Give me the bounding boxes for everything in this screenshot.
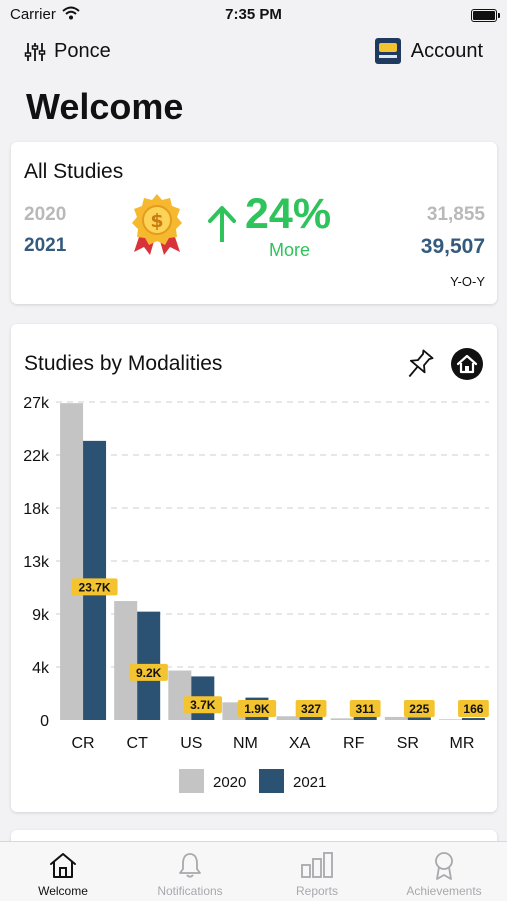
wifi-icon [62,6,80,20]
y-tick-label: 18k [23,501,50,518]
x-tick-label: SR [397,735,419,752]
chart-title: Studies by Modalities [24,352,223,375]
tab-notifications[interactable]: Notifications [127,842,253,901]
tab-bar: Welcome Notifications Reports Achievemen… [0,841,507,901]
location-label: Ponce [54,40,111,62]
x-tick-label: CT [127,735,149,752]
data-label-bg [183,696,223,714]
medal-icon: $ [132,194,182,255]
tab-achievements-label: Achievements [406,884,482,898]
y-tick-label: 0 [40,713,49,730]
status-time: 7:35 PM [225,6,282,23]
bar-2020-rf [330,718,354,720]
bell-icon [179,853,201,878]
summary-title: All Studies [24,160,124,183]
home-button[interactable] [451,348,483,380]
tab-achievements[interactable]: Achievements [381,842,507,901]
change-percent: 24% [245,190,332,238]
carrier-label: Carrier [10,6,56,23]
data-label: 9.2K [136,666,162,680]
x-tick-label: US [180,735,202,752]
bar-2020-cr [60,403,84,720]
y-tick-label: 13k [23,554,50,571]
account-label: Account [410,39,483,62]
x-tick-label: NM [233,735,258,752]
data-label-bg [129,663,168,681]
data-label-bg [349,700,381,717]
all-studies-card: All Studies 2020 2021 $ 24% More 31,855 … [11,142,497,304]
data-label-bg [458,700,489,717]
data-label: 3.7K [190,698,216,712]
up-arrow-icon [208,206,236,242]
home-icon [456,354,478,374]
bar-2020-sr [384,716,408,720]
bar-chart-icon [301,852,333,878]
data-label: 1.9K [244,702,270,716]
current-year-value: 39,507 [420,235,485,258]
status-bar: Carrier 7:35 PM [0,0,507,28]
data-label-bg [71,578,118,596]
legend-label-2020: 2020 [213,774,246,791]
modalities-bar-chart: 0 4k 9k 13k 18k 22k 27k 23.7K CR 9.2K CT 3.7K US 1.9K… [23,395,489,793]
home-outline-icon [50,853,76,878]
data-label: 225 [409,702,429,716]
tab-welcome-label: Welcome [38,884,88,898]
tab-reports[interactable]: Reports [254,842,380,901]
legend-label-2021: 2021 [293,774,326,791]
data-label: 311 [356,702,376,716]
battery-icon [471,9,500,22]
tab-reports-label: Reports [295,884,339,898]
bar-2021-mr [461,718,485,720]
change-indicator: 24% More [207,190,347,270]
change-word: More [269,240,311,260]
data-label-bg [295,700,327,717]
data-label-bg [403,700,435,717]
y-tick-label: 4k [32,660,50,677]
x-tick-label: RF [343,735,365,752]
page-title: Welcome [26,86,184,127]
pin-button[interactable] [401,348,437,382]
data-label: 166 [463,702,483,716]
current-year-label: 2021 [24,235,67,256]
x-tick-label: CR [72,735,95,752]
tab-notifications-label: Notifications [157,884,223,898]
previous-year-value: 31,855 [426,204,485,225]
award-icon [435,852,453,880]
legend-swatch-2020 [179,769,204,793]
y-tick-label: 22k [23,448,50,465]
account-button[interactable]: Account [374,38,483,64]
tab-welcome[interactable]: Welcome [0,842,126,901]
bar-2020-ct [114,601,138,720]
data-label: 327 [301,702,321,716]
account-card-icon [374,38,401,64]
data-label-bg [237,700,277,717]
bar-2021-sr [407,717,431,720]
bar-2020-mr [438,719,462,720]
bar-2021-rf [353,716,377,720]
bar-2020-xa [276,716,300,720]
location-selector-button[interactable]: Ponce [24,40,111,63]
x-tick-label: MR [449,735,474,752]
modalities-chart-card: Studies by Modalities 0 4k 9k 13k 18k 22k 27k 2… [11,324,497,812]
x-tick-label: XA [289,735,311,752]
period-label: Y-O-Y [450,274,485,289]
y-tick-label: 9k [32,607,50,624]
bar-2021-xa [299,716,323,720]
y-tick-label: 27k [23,395,50,412]
legend-swatch-2021 [259,769,284,793]
pin-icon [408,349,434,378]
svg-text:$: $ [150,210,163,232]
data-label: 23.7K [79,580,111,594]
sliders-icon [24,42,46,61]
previous-year-label: 2020 [24,204,67,225]
